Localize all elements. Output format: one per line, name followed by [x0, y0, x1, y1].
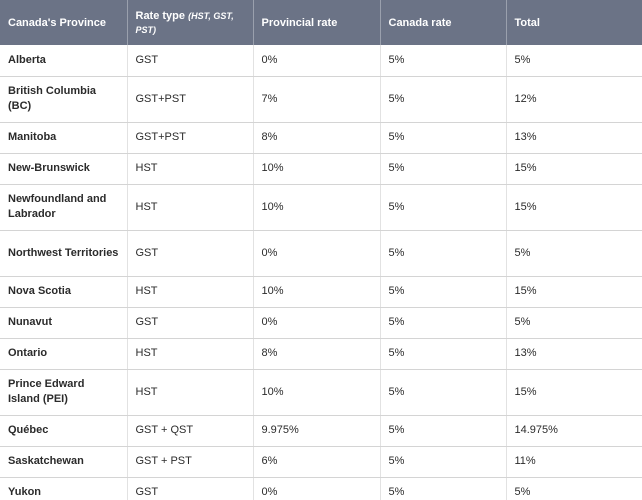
total-cell: 15% [506, 369, 642, 416]
header-rate-type-label: Rate type [135, 9, 189, 22]
rate-type-cell: HST [127, 276, 254, 308]
canada-rate-cell: 5% [380, 477, 507, 500]
canada-rate-cell: 5% [380, 338, 507, 370]
header-province-label: Canada's Province [8, 16, 106, 29]
province-cell: Ontario [0, 338, 128, 370]
provincial-rate-cell: 8% [253, 122, 381, 154]
table-row: Ontario HST 8% 5% 13% [0, 338, 642, 370]
table-row: Manitoba GST+PST 8% 5% 13% [0, 122, 642, 154]
canada-rate-cell: 5% [380, 446, 507, 478]
canada-rate-cell: 5% [380, 230, 507, 277]
canada-rate-cell: 5% [380, 76, 507, 123]
provincial-rate-cell: 0% [253, 307, 381, 339]
table-row: Newfoundland and Labrador HST 10% 5% 15% [0, 184, 642, 231]
province-cell: Nunavut [0, 307, 128, 339]
canada-rate-cell: 5% [380, 153, 507, 185]
rate-type-cell: GST+PST [127, 122, 254, 154]
rate-type-cell: GST [127, 307, 254, 339]
table-row: New-Brunswick HST 10% 5% 15% [0, 153, 642, 185]
canada-rate-cell: 5% [380, 415, 507, 447]
rate-type-cell: GST [127, 477, 254, 500]
rate-type-cell: GST+PST [127, 76, 254, 123]
table-row: British Columbia (BC) GST+PST 7% 5% 12% [0, 76, 642, 123]
province-cell: Yukon [0, 477, 128, 500]
provincial-rate-cell: 7% [253, 76, 381, 123]
canada-rate-cell: 5% [380, 276, 507, 308]
total-cell: 15% [506, 276, 642, 308]
provincial-rate-cell: 10% [253, 184, 381, 231]
rate-type-cell: GST + QST [127, 415, 254, 447]
provincial-rate-cell: 10% [253, 153, 381, 185]
province-cell: Saskatchewan [0, 446, 128, 478]
header-province: Canada's Province [0, 0, 128, 45]
province-cell: New-Brunswick [0, 153, 128, 185]
header-rate-type: Rate type (HST, GST, PST) [127, 0, 254, 45]
province-cell: Prince Edward Island (PEI) [0, 369, 128, 416]
canada-rate-cell: 5% [380, 184, 507, 231]
province-cell: Nova Scotia [0, 276, 128, 308]
table-row: Nunavut GST 0% 5% 5% [0, 307, 642, 339]
provincial-rate-cell: 10% [253, 276, 381, 308]
table-row: Saskatchewan GST + PST 6% 5% 11% [0, 446, 642, 478]
total-cell: 5% [506, 477, 642, 500]
rate-type-cell: HST [127, 338, 254, 370]
total-cell: 13% [506, 338, 642, 370]
provincial-rate-cell: 6% [253, 446, 381, 478]
provincial-rate-cell: 0% [253, 477, 381, 500]
total-cell: 13% [506, 122, 642, 154]
total-cell: 11% [506, 446, 642, 478]
total-cell: 5% [506, 45, 642, 77]
provincial-rate-cell: 8% [253, 338, 381, 370]
total-cell: 12% [506, 76, 642, 123]
provincial-rate-cell: 9.975% [253, 415, 381, 447]
table-row: Prince Edward Island (PEI) HST 10% 5% 15… [0, 369, 642, 416]
header-provincial-rate: Provincial rate [253, 0, 381, 45]
province-cell: British Columbia (BC) [0, 76, 128, 123]
table-header-row: Canada's Province Rate type (HST, GST, P… [0, 0, 642, 45]
rate-type-cell: HST [127, 153, 254, 185]
table-row: Northwest Territories GST 0% 5% 5% [0, 230, 642, 277]
rate-type-cell: HST [127, 369, 254, 416]
total-cell: 14.975% [506, 415, 642, 447]
province-cell: Québec [0, 415, 128, 447]
header-provincial-rate-label: Provincial rate [261, 16, 338, 29]
provincial-rate-cell: 10% [253, 369, 381, 416]
rate-type-cell: GST [127, 230, 254, 277]
province-cell: Manitoba [0, 122, 128, 154]
canada-rate-cell: 5% [380, 307, 507, 339]
province-cell: Alberta [0, 45, 128, 77]
table-row: Québec GST + QST 9.975% 5% 14.975% [0, 415, 642, 447]
header-rate-type-hint: (HST, GST, PST) [135, 10, 234, 35]
header-canada-rate: Canada rate [380, 0, 507, 45]
rate-type-cell: HST [127, 184, 254, 231]
province-cell: Newfoundland and Labrador [0, 184, 128, 231]
rate-type-cell: GST [127, 45, 254, 77]
header-total: Total [506, 0, 642, 45]
rate-type-cell: GST + PST [127, 446, 254, 478]
total-cell: 5% [506, 230, 642, 277]
canada-rate-cell: 5% [380, 369, 507, 416]
total-cell: 5% [506, 307, 642, 339]
total-cell: 15% [506, 184, 642, 231]
total-cell: 15% [506, 153, 642, 185]
provincial-rate-cell: 0% [253, 45, 381, 77]
header-total-label: Total [514, 16, 540, 29]
table-row: Alberta GST 0% 5% 5% [0, 45, 642, 77]
header-canada-rate-label: Canada rate [388, 16, 452, 29]
canada-rate-cell: 5% [380, 122, 507, 154]
table-row: Nova Scotia HST 10% 5% 15% [0, 276, 642, 308]
table-row: Yukon GST 0% 5% 5% [0, 477, 642, 500]
provincial-rate-cell: 0% [253, 230, 381, 277]
province-cell: Northwest Territories [0, 230, 128, 277]
canada-rate-cell: 5% [380, 45, 507, 77]
